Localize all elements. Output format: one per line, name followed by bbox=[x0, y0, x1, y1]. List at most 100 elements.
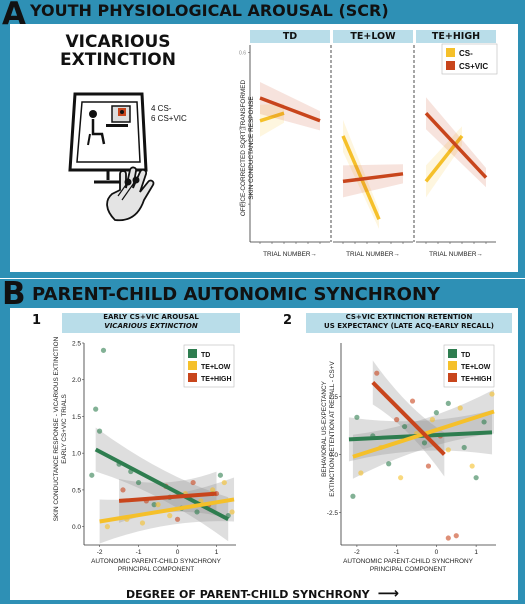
b2-x-tick-label--1: -1 bbox=[394, 549, 400, 556]
b2-point-te-high-1 bbox=[394, 417, 400, 423]
b1-x-tick-label-1: 1 bbox=[215, 549, 219, 556]
panel-b1-title-line2: VICARIOUS EXTINCTION bbox=[104, 322, 198, 330]
panel-a-chart: 0.2 0.4 0.6 CS- CS+VIC bbox=[239, 43, 498, 244]
panel-b2-xlabel-line2: PRINCIPAL COMPONENT bbox=[369, 566, 447, 573]
hand-with-electrodes-icon bbox=[106, 166, 155, 222]
b2-point-td-4 bbox=[401, 423, 408, 430]
panel-b1-xlabel-line2: PRINCIPAL COMPONENT bbox=[117, 566, 195, 573]
b1-point-td-2 bbox=[89, 472, 95, 478]
b2-x-tick-label--2: -2 bbox=[354, 549, 360, 556]
panel-b1-number: 1 bbox=[32, 313, 42, 328]
trial-count-cs-vic: 6 CS+VIC bbox=[151, 114, 187, 123]
b1-point-te-high-0 bbox=[120, 487, 126, 493]
b2-point-td-7 bbox=[445, 400, 451, 406]
legend-swatch-cs bbox=[446, 48, 455, 57]
b1-y-tick-label-2: 2.0 bbox=[72, 377, 81, 384]
right-arrow-icon: ⟶ bbox=[377, 584, 399, 602]
panel-b2-number: 2 bbox=[283, 313, 293, 328]
schematic-title: VICARIOUS EXTINCTION bbox=[38, 33, 198, 69]
b2-point-te-low-6 bbox=[457, 405, 463, 411]
b1-legend-swatch-te-high bbox=[188, 373, 197, 382]
panel-b1-title: EARLY CS+VIC AROUSAL VICARIOUS EXTINCTIO… bbox=[62, 313, 240, 333]
b2-point-te-low-7 bbox=[469, 463, 475, 469]
b2-y-tick-label--2.5: -2.5 bbox=[327, 510, 339, 517]
ci-band-td-cs bbox=[260, 103, 284, 137]
synchrony-axis-label: DEGREE OF PARENT-CHILD SYNCHRONY ⟶ bbox=[0, 584, 525, 602]
b2-legend-label-te-low: TE+LOW bbox=[461, 364, 491, 371]
b2-point-td-8 bbox=[461, 444, 467, 451]
b1-point-te-low-2 bbox=[139, 520, 146, 526]
b1-point-td-3 bbox=[100, 347, 107, 353]
b1-point-td-5 bbox=[135, 479, 142, 486]
ci-band-te-low-cs-vic bbox=[343, 164, 403, 198]
b2-x-tick-label-0: 0 bbox=[435, 549, 439, 556]
b2-fit-line-te-high bbox=[371, 381, 446, 456]
b2-point-te-high-2 bbox=[409, 398, 416, 404]
trial-count-cs-minus: 4 CS- bbox=[151, 104, 172, 113]
fit-line-te-high-cs-vic bbox=[424, 111, 488, 179]
schematic-trial-counts: 4 CS- 6 CS+VIC bbox=[151, 104, 187, 124]
b1-y-tick-label-2.5: 2.5 bbox=[72, 341, 81, 348]
b1-x-tick-label-0: 0 bbox=[176, 549, 180, 556]
b2-point-td-6 bbox=[433, 410, 439, 416]
b1-y-tick-label-1.5: 1.5 bbox=[72, 414, 81, 421]
fit-line-td-cs-vic bbox=[259, 96, 321, 123]
b2-point-te-low-4 bbox=[429, 417, 436, 423]
panel-b1-xlabel: AUTONOMIC PARENT-CHILD SYNCHRONY PRINCIP… bbox=[66, 558, 246, 574]
panel-b2-xlabel-line1: AUTONOMIC PARENT-CHILD SYNCHRONY bbox=[343, 558, 473, 565]
b1-point-td-0 bbox=[93, 406, 99, 412]
facet-strip-td: TD bbox=[250, 30, 330, 43]
monitor-illustration bbox=[68, 92, 155, 222]
b1-y-tick-label-0.5: 0.5 bbox=[72, 487, 81, 494]
b1-point-te-low-9 bbox=[229, 509, 235, 515]
b1-point-td-11 bbox=[217, 472, 224, 478]
b1-point-te-low-3 bbox=[155, 502, 161, 508]
b1-point-td-6 bbox=[151, 502, 157, 508]
y-tick-label-0.2: 0.2 bbox=[239, 202, 246, 208]
b2-point-td-1 bbox=[354, 414, 360, 420]
panel-a-xlabel-td: TRIAL NUMBER→ bbox=[263, 251, 317, 258]
b2-x-tick-label-1: 1 bbox=[474, 549, 478, 556]
panel-b-inner bbox=[10, 308, 518, 600]
person-at-desk-icon bbox=[87, 105, 131, 146]
b1-x-tick-label--1: -1 bbox=[136, 549, 142, 556]
panel-a-title: YOUTH PHYSIOLOGICAL AROUSAL (SCR) bbox=[30, 1, 389, 20]
panel-b-letter: B bbox=[2, 276, 26, 312]
synchrony-axis-text: DEGREE OF PARENT-CHILD SYNCHRONY bbox=[126, 588, 370, 601]
b2-legend-swatch-td bbox=[448, 349, 457, 358]
b2-point-td-5 bbox=[421, 440, 428, 446]
b1-legend-label-td: TD bbox=[201, 352, 210, 359]
b1-point-td-1 bbox=[96, 428, 103, 434]
b2-point-te-low-5 bbox=[445, 447, 451, 453]
b2-legend-label-te-high: TE+HIGH bbox=[461, 376, 492, 383]
b1-point-te-high-3 bbox=[174, 516, 181, 522]
legend-swatch-cs-vic bbox=[446, 61, 455, 70]
b2-point-te-high-5 bbox=[445, 535, 451, 541]
panel-b2-title-line2: US EXPECTANCY (LATE ACQ-EARLY RECALL) bbox=[324, 322, 494, 330]
b2-point-te-low-0 bbox=[358, 470, 364, 476]
b2-legend-label-td: TD bbox=[461, 352, 470, 359]
fit-line-td-cs bbox=[259, 111, 285, 123]
b1-legend-label-te-high: TE+HIGH bbox=[201, 376, 232, 383]
b2-point-te-high-0 bbox=[374, 370, 380, 376]
b2-legend-swatch-te-low bbox=[448, 361, 457, 370]
legend-label-cs: CS- bbox=[459, 49, 473, 58]
y-tick-label-0.6: 0.6 bbox=[239, 51, 246, 57]
y-tick-label-0.4: 0.4 bbox=[239, 126, 246, 132]
b1-fit-line-td bbox=[94, 447, 230, 522]
b1-point-te-low-7 bbox=[210, 487, 216, 493]
facet-strip-te-low: TE+LOW bbox=[333, 30, 413, 43]
b1-y-tick-label-0: 0.0 bbox=[72, 524, 81, 531]
panel-b1-xlabel-line1: AUTONOMIC PARENT-CHILD SYNCHRONY bbox=[91, 558, 221, 565]
b1-fit-line-te-low bbox=[99, 497, 235, 524]
panel-b-title: PARENT-CHILD AUTONOMIC SYNCHRONY bbox=[32, 284, 441, 305]
panel-b2-title: CS+VIC EXTINCTION RETENTION US EXPECTANC… bbox=[306, 313, 512, 333]
b1-y-tick-label-1: 1.0 bbox=[72, 451, 81, 458]
b1-point-td-9 bbox=[194, 509, 200, 515]
legend-label-cs-vic: CS+VIC bbox=[459, 62, 488, 71]
schematic-title-line1: VICARIOUS bbox=[65, 32, 171, 52]
panel-b2-title-line1: CS+VIC EXTINCTION RETENTION bbox=[345, 313, 473, 321]
b2-point-te-low-2 bbox=[398, 475, 404, 481]
b1-fit-line-te-high bbox=[118, 491, 217, 503]
panel-b2-xlabel: AUTONOMIC PARENT-CHILD SYNCHRONY PRINCIP… bbox=[318, 558, 498, 574]
